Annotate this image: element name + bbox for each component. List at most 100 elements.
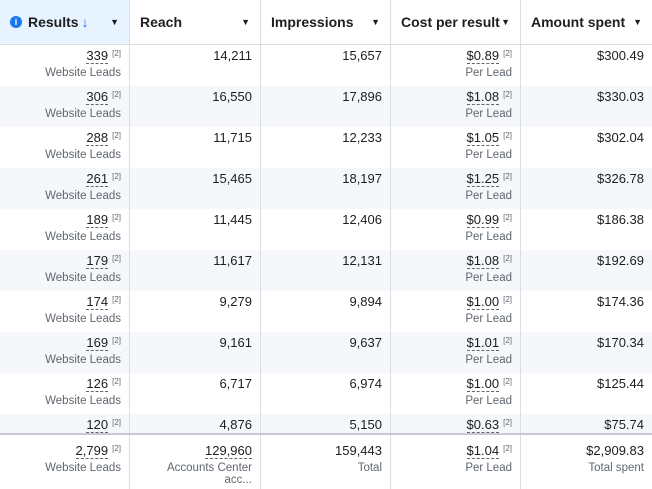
- footnote-marker[interactable]: [2]: [112, 336, 121, 345]
- column-header-reach[interactable]: Reach ▼: [130, 0, 261, 44]
- impressions-value: 12,131: [342, 253, 382, 268]
- results-value[interactable]: 120: [86, 417, 109, 433]
- info-icon[interactable]: i: [10, 16, 22, 28]
- impressions-value: 12,406: [342, 212, 382, 227]
- results-label: Website Leads: [45, 313, 121, 325]
- footnote-marker[interactable]: [2]: [503, 213, 512, 222]
- cost-value[interactable]: $0.89: [466, 48, 500, 64]
- total-cost-value[interactable]: $1.04: [466, 443, 500, 459]
- chevron-down-icon[interactable]: ▼: [371, 17, 380, 27]
- impressions-value: 9,894: [349, 294, 382, 309]
- footnote-marker[interactable]: [2]: [112, 90, 121, 99]
- total-impressions-cell: 159,443 Total: [261, 435, 391, 489]
- results-label: Website Leads: [45, 231, 121, 243]
- footnote-marker[interactable]: [2]: [503, 418, 512, 427]
- total-cost-cell: $1.04 [2] Per Lead: [391, 435, 521, 489]
- amount-spent-value: $326.78: [597, 171, 644, 186]
- reach-value: 9,161: [219, 335, 252, 350]
- total-cost-label: Per Lead: [465, 462, 512, 474]
- reach-cell: 11,445: [130, 209, 261, 250]
- results-label: Website Leads: [45, 67, 121, 79]
- impressions-cell: 12,233: [261, 127, 391, 168]
- results-value[interactable]: 288: [86, 130, 109, 146]
- results-value[interactable]: 126: [86, 376, 109, 392]
- footnote-marker[interactable]: [2]: [112, 254, 121, 263]
- footnote-marker[interactable]: [2]: [112, 213, 121, 222]
- footnote-marker[interactable]: [2]: [503, 336, 512, 345]
- total-reach-value[interactable]: 129,960: [205, 443, 252, 459]
- cost-value[interactable]: $0.99: [466, 212, 500, 228]
- table-row: 126 [2] Website Leads 6,717 6,974 $1.00 [2] Per…: [0, 373, 652, 414]
- reach-value: 11,617: [213, 253, 252, 268]
- footnote-marker[interactable]: [2]: [503, 295, 512, 304]
- impressions-value: 12,233: [342, 130, 382, 145]
- amount-spent-cell: $186.38: [521, 209, 652, 250]
- amount-spent-cell: $302.04: [521, 127, 652, 168]
- results-value[interactable]: 339: [86, 48, 109, 64]
- column-header-amount-spent[interactable]: Amount spent ▼: [521, 0, 652, 44]
- cost-value[interactable]: $1.00: [466, 294, 500, 310]
- footnote-marker[interactable]: [2]: [503, 49, 512, 58]
- cost-value[interactable]: $1.05: [466, 130, 500, 146]
- column-header-label: Impressions: [271, 14, 354, 30]
- reach-cell: 14,211: [130, 45, 261, 86]
- column-header-label: Cost per result: [401, 14, 500, 30]
- impressions-cell: 9,637: [261, 332, 391, 373]
- footnote-marker[interactable]: [2]: [112, 444, 121, 453]
- footnote-marker[interactable]: [2]: [112, 49, 121, 58]
- cost-value[interactable]: $1.08: [466, 253, 500, 269]
- footnote-marker[interactable]: [2]: [503, 377, 512, 386]
- footnote-marker[interactable]: [2]: [112, 418, 121, 427]
- results-value[interactable]: 189: [86, 212, 109, 228]
- chevron-down-icon[interactable]: ▼: [110, 17, 119, 27]
- results-label: Website Leads: [45, 108, 121, 120]
- chevron-down-icon[interactable]: ▼: [501, 17, 510, 27]
- reach-cell: 15,465: [130, 168, 261, 209]
- cost-value[interactable]: $0.63: [466, 417, 500, 433]
- chevron-down-icon[interactable]: ▼: [633, 17, 642, 27]
- results-cell: 261 [2] Website Leads: [0, 168, 130, 209]
- results-cell: 339 [2] Website Leads: [0, 45, 130, 86]
- column-header-results[interactable]: i Results ↓ ▼: [0, 0, 130, 44]
- footnote-marker[interactable]: [2]: [112, 377, 121, 386]
- footnote-marker[interactable]: [2]: [503, 254, 512, 263]
- total-reach-label: Accounts Center acc...: [166, 462, 252, 486]
- results-value[interactable]: 174: [86, 294, 109, 310]
- impressions-cell: 17,896: [261, 86, 391, 127]
- amount-spent-cell: $330.03: [521, 86, 652, 127]
- amount-spent-cell: $300.49: [521, 45, 652, 86]
- column-header-impressions[interactable]: Impressions ▼: [261, 0, 391, 44]
- impressions-value: 18,197: [342, 171, 382, 186]
- footnote-marker[interactable]: [2]: [503, 131, 512, 140]
- table-totals-row: 2,799 [2] Website Leads 129,960 Accounts…: [0, 433, 652, 489]
- results-value[interactable]: 261: [86, 171, 109, 187]
- cost-value[interactable]: $1.25: [466, 171, 500, 187]
- column-header-cost-per-result[interactable]: Cost per result ▼: [391, 0, 521, 44]
- cost-value[interactable]: $1.01: [466, 335, 500, 351]
- footnote-marker[interactable]: [2]: [112, 295, 121, 304]
- results-value[interactable]: 179: [86, 253, 109, 269]
- reach-value: 11,715: [213, 130, 252, 145]
- results-cell: 126 [2] Website Leads: [0, 373, 130, 414]
- amount-spent-value: $300.49: [597, 48, 644, 63]
- results-value[interactable]: 306: [86, 89, 109, 105]
- footnote-marker[interactable]: [2]: [503, 90, 512, 99]
- footnote-marker[interactable]: [2]: [503, 172, 512, 181]
- cost-value[interactable]: $1.00: [466, 376, 500, 392]
- cost-value[interactable]: $1.08: [466, 89, 500, 105]
- reach-value: 15,465: [212, 171, 252, 186]
- impressions-value: 17,896: [342, 89, 382, 104]
- results-value[interactable]: 169: [86, 335, 109, 351]
- cost-per-result-cell: $1.08 [2] Per Lead: [391, 86, 521, 127]
- amount-spent-value: $170.34: [597, 335, 644, 350]
- cost-label: Per Lead: [465, 231, 512, 243]
- footnote-marker[interactable]: [2]: [112, 131, 121, 140]
- table-row: 288 [2] Website Leads 11,715 12,233 $1.05 [2] P…: [0, 127, 652, 168]
- footnote-marker[interactable]: [2]: [503, 444, 512, 453]
- amount-spent-cell: $125.44: [521, 373, 652, 414]
- amount-spent-value: $330.03: [597, 89, 644, 104]
- total-results-value[interactable]: 2,799: [75, 443, 109, 459]
- chevron-down-icon[interactable]: ▼: [241, 17, 250, 27]
- cost-label: Per Lead: [465, 149, 512, 161]
- footnote-marker[interactable]: [2]: [112, 172, 121, 181]
